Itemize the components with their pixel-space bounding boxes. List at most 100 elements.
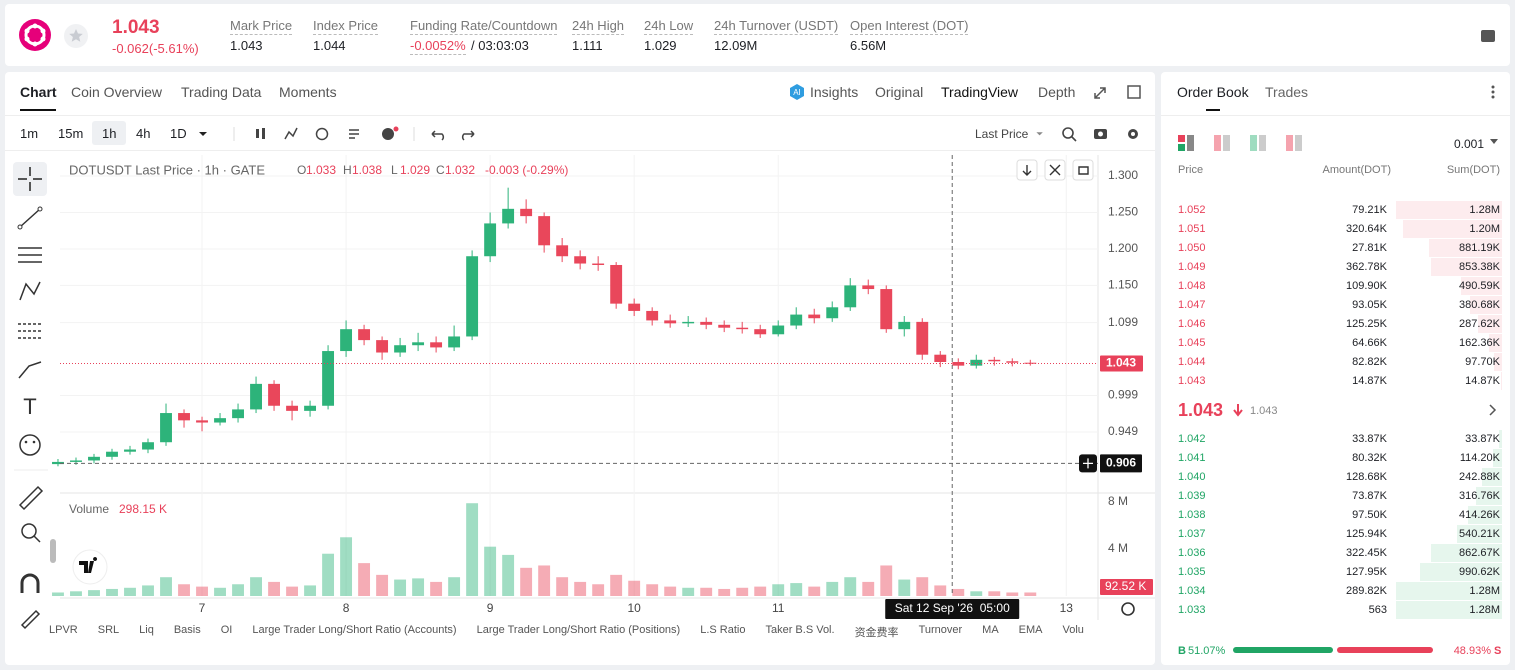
settings-icon[interactable] xyxy=(1479,28,1497,44)
tab[interactable]: Coin Overview xyxy=(71,84,163,100)
ob-price[interactable]: 1.039 xyxy=(1178,490,1206,502)
ob-price[interactable]: 1.035 xyxy=(1178,566,1206,578)
view-option[interactable]: TradingView xyxy=(941,84,1019,100)
ob-price[interactable]: 1.051 xyxy=(1178,223,1206,235)
indicator[interactable]: Large Trader Long/Short Ratio (Accounts) xyxy=(252,624,457,636)
interval-selected-bg xyxy=(92,121,126,145)
interval[interactable]: 15m xyxy=(58,126,84,141)
y-tick-label: 1.200 xyxy=(1108,241,1138,255)
stat-label[interactable]: 24h Low xyxy=(644,18,694,35)
ob-price[interactable]: 1.033 xyxy=(1178,604,1206,616)
ob-tab[interactable]: Trades xyxy=(1265,84,1309,100)
tab[interactable]: Trading Data xyxy=(181,84,262,100)
candle-body xyxy=(538,216,551,246)
indicator[interactable]: SRL xyxy=(97,624,120,636)
stat-label[interactable]: 24h High xyxy=(572,18,625,35)
indicator[interactable]: OI xyxy=(220,624,233,636)
ob-price[interactable]: 1.037 xyxy=(1178,528,1206,540)
ob-price[interactable]: 1.047 xyxy=(1178,299,1206,311)
ob-price[interactable]: 1.034 xyxy=(1178,585,1206,597)
indicator[interactable]: LPVR xyxy=(49,624,78,636)
ob-amount: 97.50K xyxy=(1352,509,1387,521)
view-option[interactable]: Original xyxy=(875,84,924,100)
indicator[interactable]: Taker B.S Vol. xyxy=(765,624,835,636)
ob-price[interactable]: 1.049 xyxy=(1178,261,1206,273)
panel-icons[interactable] xyxy=(1093,85,1143,101)
ob-price[interactable]: 1.052 xyxy=(1178,204,1206,216)
indicator[interactable]: Volu xyxy=(1062,624,1084,636)
stat-label[interactable]: Index Price xyxy=(313,18,379,35)
depth-bar xyxy=(1500,372,1502,390)
ob-price[interactable]: 1.040 xyxy=(1178,471,1206,483)
ob-view-icons[interactable] xyxy=(1178,135,1308,151)
stat-value: 1.029 xyxy=(644,38,677,53)
interval[interactable]: 1D xyxy=(170,126,187,141)
indicator[interactable]: L.S Ratio xyxy=(700,624,746,636)
interval[interactable]: 4h xyxy=(136,126,151,141)
chevron[interactable] xyxy=(1488,403,1498,417)
buy-ratio: 51.07% xyxy=(1188,645,1226,657)
indicator[interactable]: Basis xyxy=(173,624,201,636)
divider xyxy=(1161,115,1510,116)
ob-price[interactable]: 1.044 xyxy=(1178,356,1206,368)
toolbar-icons[interactable] xyxy=(196,125,486,143)
legend-value: 1.033 xyxy=(306,163,336,177)
x-tick-label: 7 xyxy=(199,601,206,615)
candle-body xyxy=(106,451,118,457)
view-option[interactable]: Insights xyxy=(810,84,859,100)
favorite-star[interactable] xyxy=(64,24,88,48)
tab[interactable]: Chart xyxy=(20,84,57,100)
stat-label[interactable]: 24h Turnover (USDT) xyxy=(714,18,839,35)
price-type[interactable]: Last Price xyxy=(975,127,1029,141)
candle-body xyxy=(268,383,280,406)
view-option[interactable]: Depth xyxy=(1038,84,1076,100)
legend-value: 1.029 xyxy=(400,163,430,177)
ob-precision[interactable]: 0.001 xyxy=(1454,137,1485,151)
candle-body xyxy=(448,336,461,348)
interval[interactable]: 1h xyxy=(102,126,117,141)
ob-price[interactable]: 1.050 xyxy=(1178,242,1206,254)
down-arrow xyxy=(1233,404,1243,417)
drawing-tools[interactable]: T xyxy=(10,160,52,630)
interval[interactable]: 1m xyxy=(20,126,39,141)
volume-bar xyxy=(916,577,929,596)
ob-price[interactable]: 1.048 xyxy=(1178,280,1206,292)
depth-bar xyxy=(1431,258,1502,276)
indicator[interactable]: Large Trader Long/Short Ratio (Positions… xyxy=(476,624,681,636)
y-tick-label: 1.250 xyxy=(1108,205,1138,219)
ob-amount: 109.90K xyxy=(1346,280,1387,292)
stat-label[interactable]: Funding Rate/Countdown xyxy=(410,18,558,35)
divider xyxy=(5,150,1155,151)
volume-bar xyxy=(862,581,875,596)
sell-ratio: 48.93% xyxy=(1453,645,1491,657)
ob-amount: 33.87K xyxy=(1352,433,1387,445)
candle-body xyxy=(808,314,821,319)
indicator[interactable]: Liq xyxy=(139,624,154,636)
ob-sum: 853.38K xyxy=(1459,261,1500,273)
tab[interactable]: Moments xyxy=(279,84,337,100)
indicator[interactable]: EMA xyxy=(1018,624,1043,636)
volume-bar xyxy=(484,546,497,596)
ob-price[interactable]: 1.038 xyxy=(1178,509,1206,521)
ob-price[interactable]: 1.041 xyxy=(1178,452,1206,464)
ob-price[interactable]: 1.045 xyxy=(1178,337,1206,349)
pane-button[interactable] xyxy=(1072,159,1094,181)
stat-label[interactable]: Open Interest (DOT) xyxy=(850,18,969,35)
ob-price[interactable]: 1.043 xyxy=(1178,375,1206,387)
stat-value: 1.111 xyxy=(572,38,603,53)
stat-label[interactable]: Mark Price xyxy=(230,18,293,35)
ob-price[interactable]: 1.042 xyxy=(1178,433,1206,445)
ob-price[interactable]: 1.036 xyxy=(1178,547,1206,559)
indicator[interactable]: 资金费率 xyxy=(854,627,899,639)
ob-tab[interactable]: Order Book xyxy=(1177,84,1249,100)
indicator[interactable]: Turnover xyxy=(918,624,963,636)
indicator[interactable]: MA xyxy=(982,624,999,636)
ob-amount: 125.94K xyxy=(1346,528,1387,540)
x-tick-label: 13 xyxy=(1060,601,1074,615)
candle-body xyxy=(376,340,389,353)
more-icon[interactable] xyxy=(1488,84,1498,100)
candle-body xyxy=(394,345,407,353)
depth-bar xyxy=(1488,334,1502,352)
toolbar-right-icons[interactable] xyxy=(1034,125,1144,143)
ob-price[interactable]: 1.046 xyxy=(1178,318,1206,330)
